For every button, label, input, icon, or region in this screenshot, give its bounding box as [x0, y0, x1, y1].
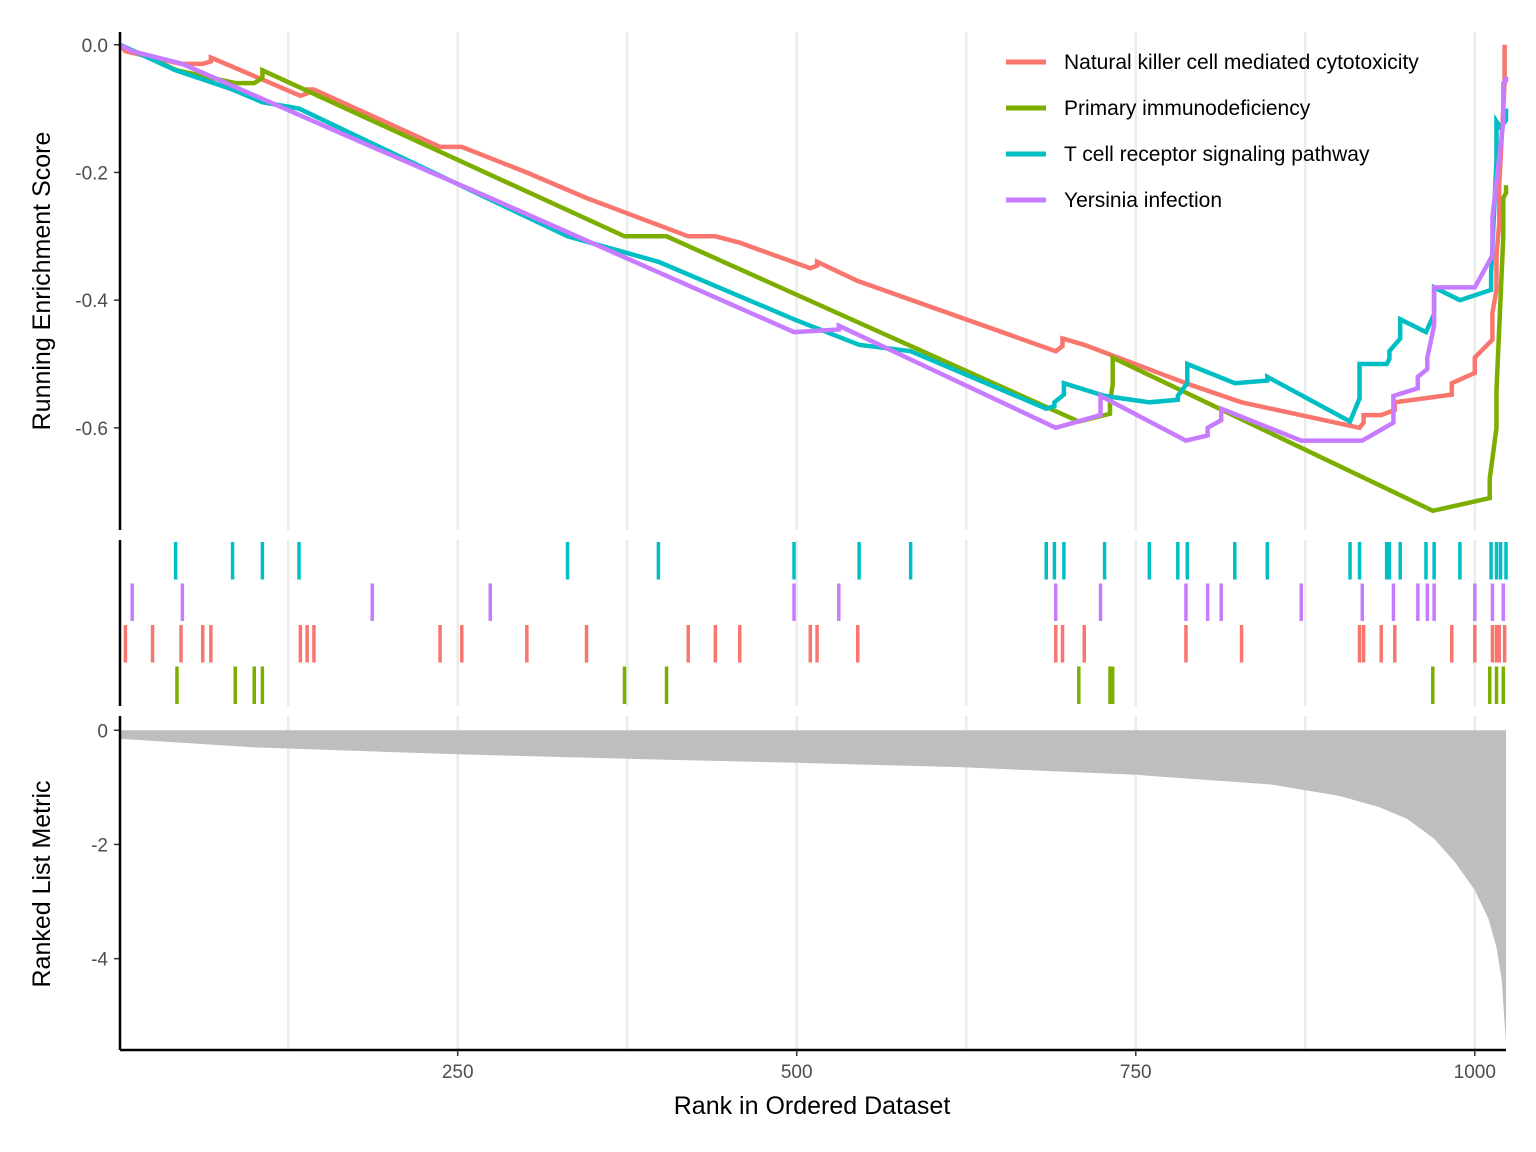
x-axis: 250 500 750 1000 — [442, 1050, 1496, 1083]
legend: Natural killer cell mediated cytotoxicit… — [1006, 51, 1419, 212]
ranked-metric-y-ticks: 0 -2 -4 — [91, 721, 120, 971]
running-es-y-tick-label: -0.2 — [75, 163, 108, 184]
running-es-line — [118, 43, 1507, 431]
ranked-metric-area — [120, 730, 1506, 1045]
running-es-lines — [118, 42, 1509, 514]
ranked-metric-panel: 0 -2 -4 Ranked List Metric — [28, 721, 1506, 1045]
ranked-metric-y-tick-label: -2 — [91, 835, 108, 856]
ranked-metric-y-title: Ranked List Metric — [28, 780, 56, 987]
legend-label: T cell receptor signaling pathway — [1064, 143, 1370, 166]
hit-markers-panel — [123, 542, 1508, 704]
running-es-y-tick-label: -0.6 — [75, 419, 108, 440]
legend-label: Natural killer cell mediated cytotoxicit… — [1064, 51, 1419, 74]
x-tick-label: 250 — [442, 1062, 474, 1083]
ranked-metric-bars — [120, 730, 1506, 1045]
x-tick-label: 750 — [1120, 1062, 1152, 1083]
running-es-y-tick-label: -0.4 — [75, 291, 108, 312]
running-es-y-title: Running Enrichment Score — [28, 132, 56, 431]
legend-label: Yersinia infection — [1064, 189, 1222, 212]
ranked-metric-y-tick-label: -4 — [91, 950, 108, 971]
running-es-y-ticks: 0.0 -0.2 -0.4 -0.6 — [75, 36, 120, 440]
x-tick-label: 500 — [781, 1062, 813, 1083]
legend-label: Primary immunodeficiency — [1064, 97, 1311, 120]
x-tick-label: 1000 — [1454, 1062, 1496, 1083]
running-es-line — [119, 42, 1509, 514]
ranked-metric-y-tick-label: 0 — [97, 721, 108, 742]
running-es-line — [119, 42, 1509, 425]
running-es-line — [118, 42, 1509, 443]
x-gridlines — [286, 32, 1477, 1050]
running-es-panel: 0.0 -0.2 -0.4 -0.6 Running Enrichment Score — [28, 36, 1509, 514]
x-axis-title: Rank in Ordered Dataset — [674, 1092, 951, 1120]
running-es-y-tick-label: 0.0 — [82, 36, 108, 57]
axis-lines — [118, 32, 1506, 1052]
